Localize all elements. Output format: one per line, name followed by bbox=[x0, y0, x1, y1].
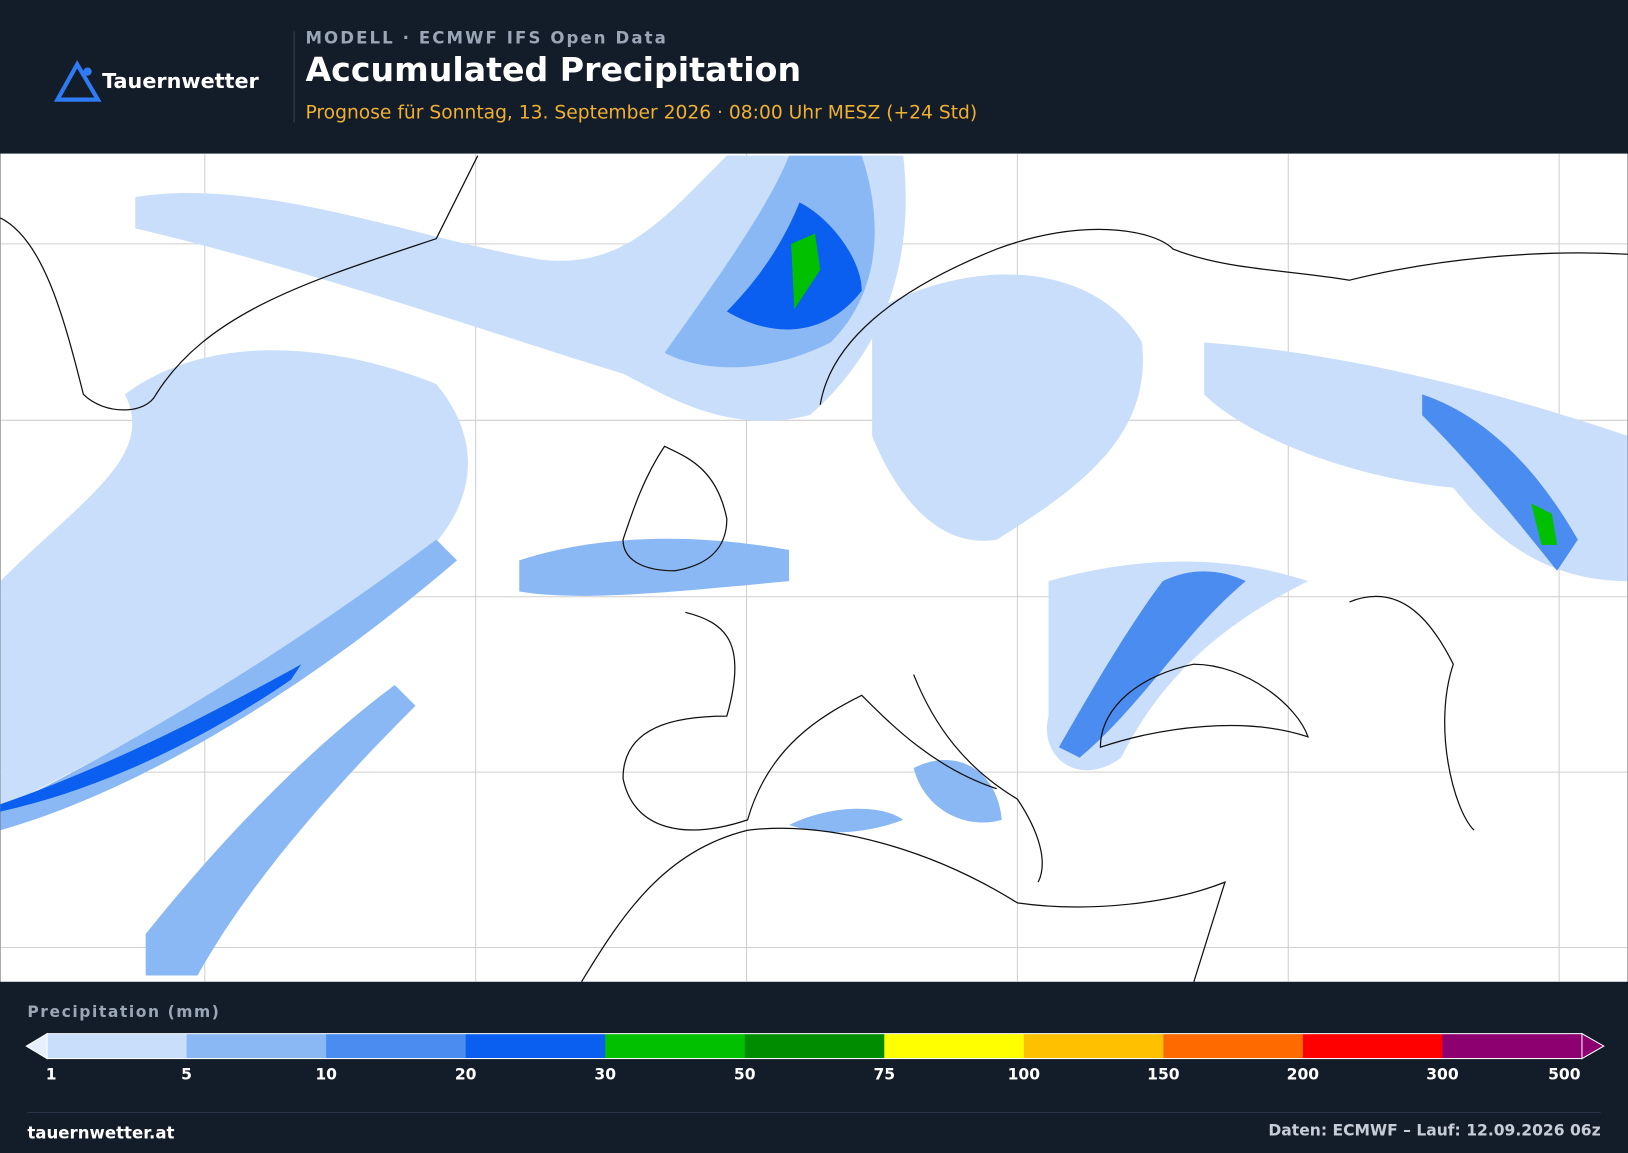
colorbar-segment bbox=[605, 1033, 746, 1059]
subtitle: Prognose für Sonntag, 13. September 2026… bbox=[305, 102, 977, 123]
title: Accumulated Precipitation bbox=[305, 50, 801, 89]
colorbar-segment bbox=[326, 1033, 467, 1059]
colorbar-tick-label: 50 bbox=[734, 1065, 756, 1083]
colorbar-segment bbox=[1442, 1033, 1583, 1059]
colorbar-tick-label: 300 bbox=[1426, 1065, 1459, 1083]
coastlines bbox=[0, 155, 1628, 983]
legend: Precipitation (mm) 1 5 10 20 30 50 75 100 150 200… bbox=[25, 1003, 1605, 1083]
colorbar-segment bbox=[884, 1033, 1025, 1059]
legend-title: Precipitation (mm) bbox=[27, 1003, 220, 1021]
logo-text: Tauernwetter bbox=[102, 69, 259, 93]
precipitation-areas bbox=[0, 155, 1628, 976]
colorbar-tick-label: 75 bbox=[873, 1065, 895, 1083]
colorbar-tick-label: 1 bbox=[46, 1065, 57, 1083]
colorbar-segment bbox=[1302, 1033, 1443, 1059]
colorbar-segment bbox=[1023, 1033, 1164, 1059]
header: Tauernwetter MODELL · ECMWF IFS Open Dat… bbox=[53, 29, 977, 123]
logo-dot bbox=[83, 67, 92, 76]
colorbar: 1 5 10 20 30 50 75 100 150 200 300 500 bbox=[25, 1032, 1605, 1083]
footer-source: Daten: ECMWF – Lauf: 12.09.2026 06z bbox=[1268, 1121, 1600, 1139]
colorbar-segment bbox=[186, 1033, 327, 1059]
colorbar-segment bbox=[1163, 1033, 1304, 1059]
colorbar-segment bbox=[465, 1033, 606, 1059]
colorbar-segment bbox=[47, 1033, 188, 1059]
colorbar-tick-label: 5 bbox=[181, 1065, 192, 1083]
footer-site: tauernwetter.at bbox=[27, 1123, 174, 1142]
model-label: MODELL · ECMWF IFS Open Data bbox=[305, 29, 667, 48]
colorbar-tick-label: 500 bbox=[1548, 1065, 1581, 1083]
colorbar-segment bbox=[744, 1033, 885, 1059]
colorbar-tick-label: 150 bbox=[1147, 1065, 1180, 1083]
colorbar-tick-label: 20 bbox=[455, 1065, 477, 1083]
colorbar-tick-label: 10 bbox=[315, 1065, 337, 1083]
colorbar-tick-label: 200 bbox=[1287, 1065, 1320, 1083]
colorbar-tick-label: 30 bbox=[594, 1065, 616, 1083]
map bbox=[0, 153, 1628, 983]
colorbar-tick-label: 100 bbox=[1008, 1065, 1041, 1083]
colorbar-frame bbox=[46, 1033, 1583, 1060]
logo-icon bbox=[53, 60, 102, 102]
